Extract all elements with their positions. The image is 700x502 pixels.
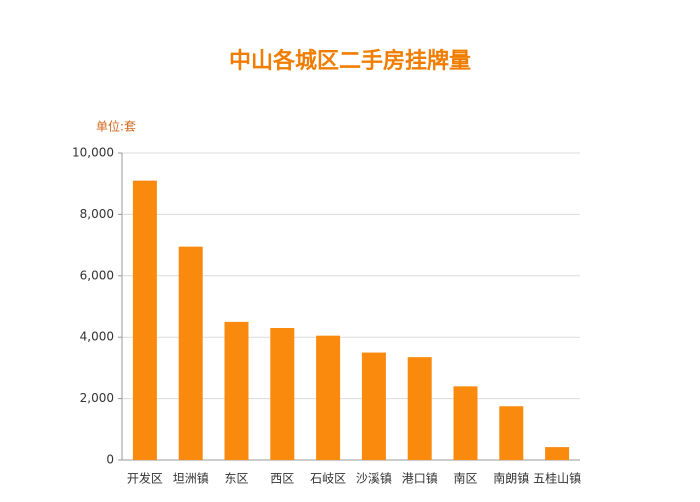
x-tick-label: 沙溪镇 — [356, 472, 392, 486]
x-tick-label: 石岐区 — [310, 472, 346, 486]
chart-title: 中山各城区二手房挂牌量 — [229, 48, 471, 74]
bar — [453, 386, 478, 460]
bar — [499, 406, 524, 460]
bar — [132, 180, 157, 460]
x-tick-label: 东区 — [224, 472, 248, 486]
x-tick-label: 南朗镇 — [493, 471, 529, 486]
y-axis-label: 单位:套 — [96, 119, 136, 134]
y-tick-label: 6,000 — [80, 268, 114, 282]
x-tick-label: 西区 — [270, 472, 294, 486]
bar — [407, 357, 432, 460]
y-tick-label: 0 — [106, 453, 114, 467]
y-tick-label: 10,000 — [72, 146, 114, 160]
bar — [178, 246, 203, 460]
x-tick-label: 五桂山镇 — [533, 471, 581, 486]
y-tick-label: 4,000 — [80, 330, 114, 344]
bar — [270, 327, 295, 460]
x-tick-label: 南区 — [453, 471, 477, 486]
bar — [361, 352, 386, 460]
bar — [545, 447, 570, 460]
x-tick-label: 港口镇 — [402, 472, 438, 486]
x-tick-label: 坦洲镇 — [173, 472, 209, 486]
y-tick-label: 2,000 — [80, 391, 114, 405]
bar — [224, 321, 249, 460]
x-tick-label: 开发区 — [127, 471, 163, 486]
bar — [316, 335, 341, 460]
y-tick-label: 8,000 — [80, 207, 114, 221]
